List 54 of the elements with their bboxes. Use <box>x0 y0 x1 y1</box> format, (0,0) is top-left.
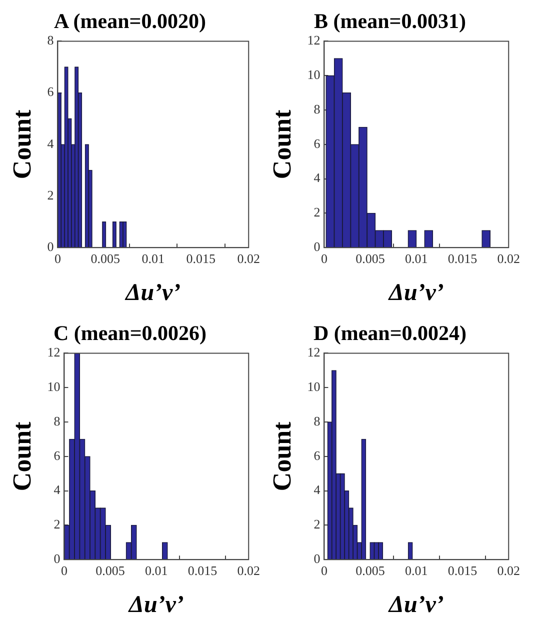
y-tick-label: 6 <box>314 136 321 151</box>
y-tick-label: 12 <box>307 32 320 48</box>
y-tick-label: 6 <box>54 448 61 463</box>
x-axis-title: Δu’v’ <box>124 280 181 306</box>
x-tick-label: 0.005 <box>90 250 120 266</box>
x-tick-label: 0.015 <box>448 562 478 578</box>
y-tick-label: 2 <box>314 204 320 220</box>
x-tick-label: 0.005 <box>96 562 125 578</box>
chart-title: A (mean=0.0020) <box>54 9 206 34</box>
y-tick-label: 10 <box>307 379 320 394</box>
y-tick-label: 2 <box>47 187 54 202</box>
y-tick-label: 12 <box>47 344 60 360</box>
chart-title: C (mean=0.0026) <box>53 321 207 346</box>
y-tick-label: 10 <box>307 67 320 82</box>
x-tick-label: 0.02 <box>237 250 260 266</box>
y-tick-label: 0 <box>314 239 320 254</box>
x-tick-label: 0.015 <box>188 562 218 578</box>
x-tick-label: 0.02 <box>497 562 520 578</box>
y-axis-title: Count <box>267 421 296 492</box>
x-tick-label: 0.01 <box>142 250 165 266</box>
y-axis-title: Count <box>267 109 296 180</box>
x-tick-label: 0.015 <box>448 250 478 266</box>
y-tick-label: 8 <box>314 101 320 116</box>
y-tick-label: 0 <box>314 551 320 566</box>
y-tick-label: 4 <box>314 482 321 498</box>
x-tick-label: 0.01 <box>405 250 428 266</box>
y-tick-label: 4 <box>54 482 61 498</box>
x-axis-title: Δu’v’ <box>388 592 444 618</box>
x-tick-label: 0.02 <box>497 250 520 266</box>
x-tick-label: 0.01 <box>145 562 168 578</box>
y-tick-label: 4 <box>314 170 321 186</box>
y-tick-label: 10 <box>47 379 60 394</box>
x-tick-label: 0.005 <box>356 562 385 578</box>
x-axis-title: Δu’v’ <box>388 280 444 306</box>
y-tick-label: 8 <box>54 413 60 428</box>
y-tick-label: 8 <box>47 32 54 48</box>
x-tick-label: 0.005 <box>356 250 385 266</box>
x-axis-title: Δu’v’ <box>128 592 184 618</box>
x-tick-label: 0.01 <box>405 562 428 578</box>
y-tick-label: 2 <box>54 516 60 532</box>
chart-title: D (mean=0.0024) <box>313 321 467 346</box>
y-tick-label: 12 <box>307 344 320 360</box>
x-tick-label: 0.015 <box>186 250 216 266</box>
y-tick-label: 6 <box>314 448 321 463</box>
y-tick-label: 0 <box>47 239 54 254</box>
y-tick-label: 4 <box>47 136 54 151</box>
x-tick-label: 0.02 <box>237 562 260 578</box>
y-axis-title: Count <box>7 109 36 180</box>
y-tick-label: 2 <box>314 516 320 532</box>
y-axis-title: Count <box>7 421 36 492</box>
y-tick-label: 0 <box>54 551 60 566</box>
y-tick-label: 6 <box>47 84 54 100</box>
y-tick-label: 8 <box>314 413 320 428</box>
chart-title: B (mean=0.0031) <box>314 9 466 34</box>
